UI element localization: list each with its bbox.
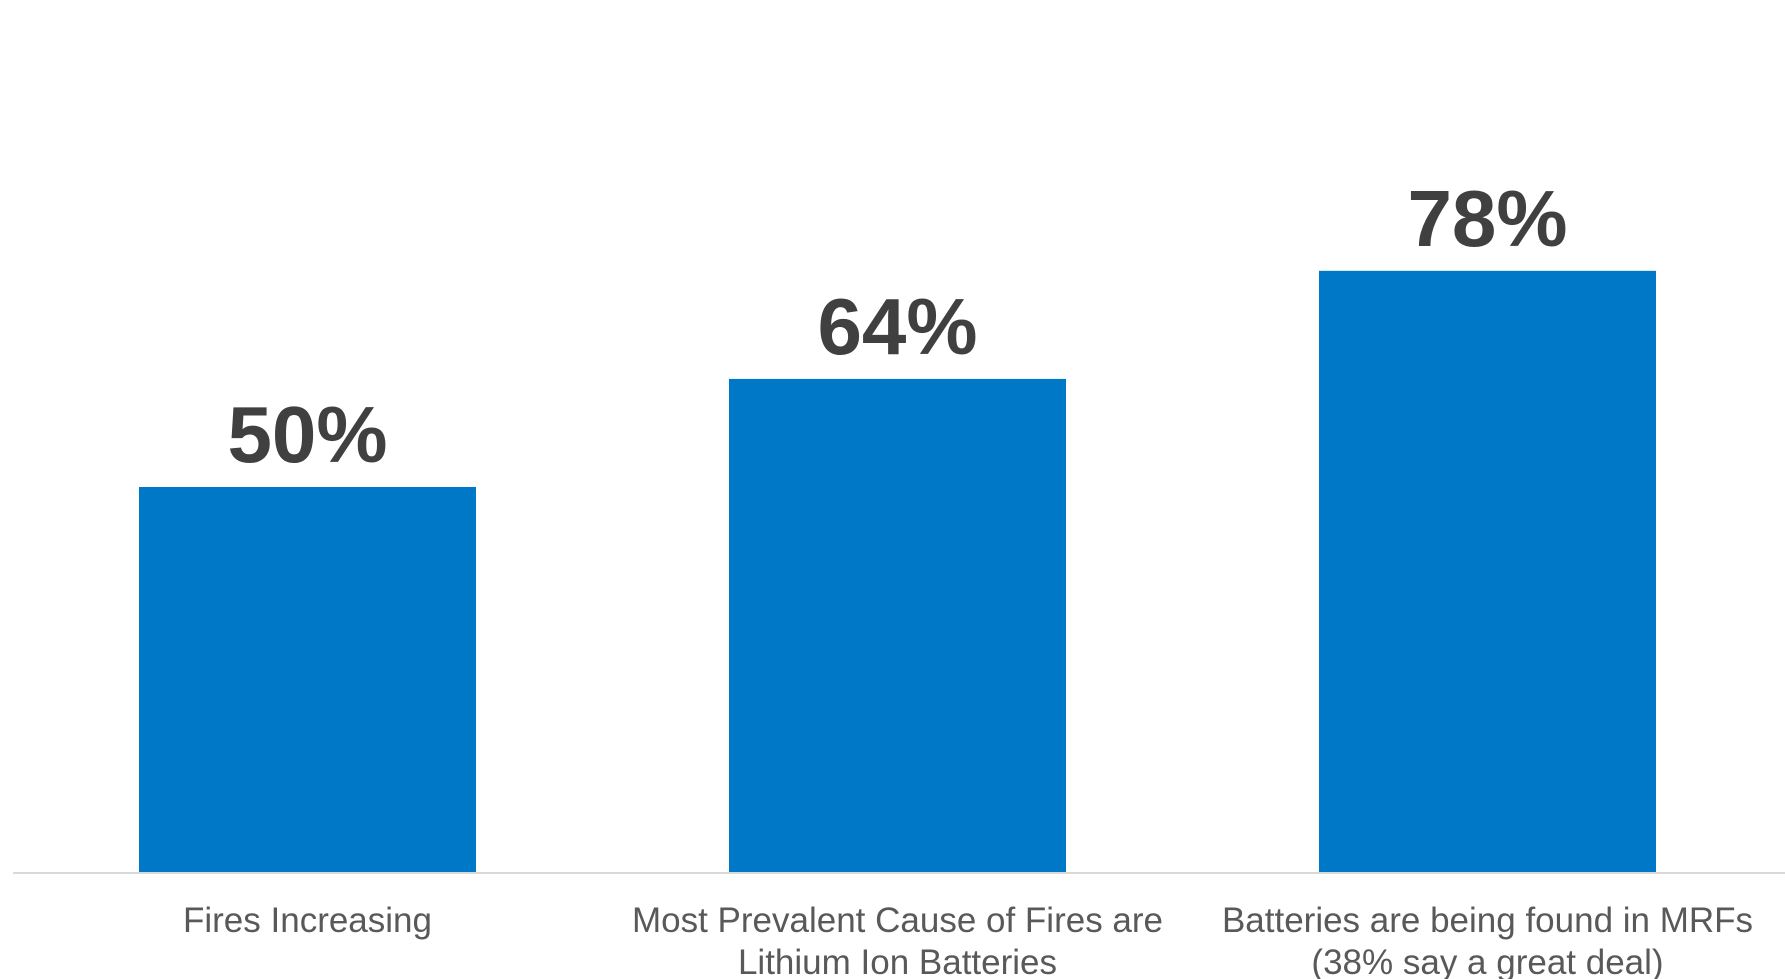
bar-2 xyxy=(729,378,1066,873)
category-label-2: Most Prevalent Cause of Fires are Lithium… xyxy=(632,901,1163,979)
bar-3 xyxy=(1319,270,1656,874)
value-labels-group: 50% 64% 78% xyxy=(227,174,1567,479)
bar-1 xyxy=(139,487,476,873)
value-label-2: 64% xyxy=(817,282,977,371)
category-label-3-line-2: (38% say a great deal) xyxy=(1311,943,1663,979)
category-labels-group: Fires Increasing Most Prevalent Cause of … xyxy=(183,901,1753,979)
category-label-1-line-1: Fires Increasing xyxy=(183,901,432,940)
category-label-2-line-2: Lithium Ion Batteries xyxy=(738,943,1057,979)
category-label-3-line-1: Batteries are being found in MRFs xyxy=(1222,901,1753,940)
category-label-2-line-1: Most Prevalent Cause of Fires are xyxy=(632,901,1163,940)
category-label-1: Fires Increasing xyxy=(183,901,432,940)
bars-group xyxy=(139,270,1656,874)
value-label-1: 50% xyxy=(227,390,387,479)
value-label-3: 78% xyxy=(1407,174,1567,263)
category-label-3: Batteries are being found in MRFs (38% sa… xyxy=(1222,901,1753,979)
